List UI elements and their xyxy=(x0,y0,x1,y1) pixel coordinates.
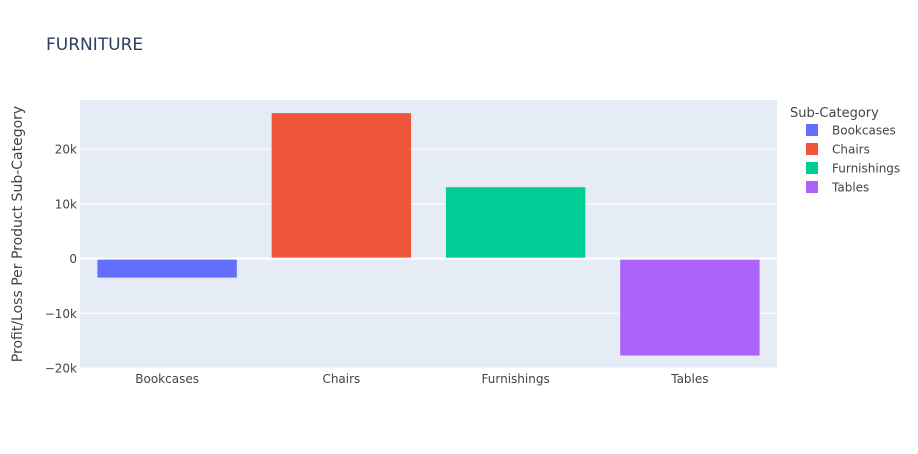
y-tick-label: 10k xyxy=(55,197,77,211)
y-tick-labels: −20k −10k 0 10k 20k xyxy=(45,143,77,376)
bar-tables[interactable] xyxy=(620,258,760,356)
y-tick-label: 20k xyxy=(55,143,77,157)
legend-swatch[interactable] xyxy=(806,181,818,193)
legend-label[interactable]: Bookcases xyxy=(832,124,896,138)
bar-bookcases[interactable] xyxy=(97,258,237,278)
x-tick-label: Chairs xyxy=(322,372,360,386)
legend-swatch[interactable] xyxy=(806,124,818,136)
y-axis-title: Profit/Loss Per Product Sub-Category xyxy=(10,106,26,362)
legend-items: Bookcases Chairs Furnishings Tables xyxy=(806,124,900,195)
x-tick-labels: Bookcases Chairs Furnishings Tables xyxy=(135,372,708,386)
grid-lines xyxy=(80,148,777,369)
legend-title: Sub-Category xyxy=(790,106,879,121)
legend-swatch[interactable] xyxy=(806,162,818,174)
y-tick-label: 0 xyxy=(69,252,77,266)
bar-furnishings[interactable] xyxy=(445,187,586,259)
x-tick-label: Furnishings xyxy=(482,372,550,386)
bars xyxy=(97,113,760,356)
x-tick-label: Bookcases xyxy=(135,372,199,386)
legend-label[interactable]: Tables xyxy=(831,181,869,195)
legend-swatch[interactable] xyxy=(806,143,818,155)
legend: Sub-Category Bookcases Chairs Furnishings T… xyxy=(790,106,900,195)
chart-title: FURNITURE xyxy=(46,35,143,55)
bar-chairs[interactable] xyxy=(271,113,412,259)
legend-label[interactable]: Chairs xyxy=(832,143,870,157)
y-tick-label: −20k xyxy=(45,362,77,376)
legend-label[interactable]: Furnishings xyxy=(832,162,900,176)
y-tick-label: −10k xyxy=(45,307,77,321)
x-tick-label: Tables xyxy=(670,372,708,386)
